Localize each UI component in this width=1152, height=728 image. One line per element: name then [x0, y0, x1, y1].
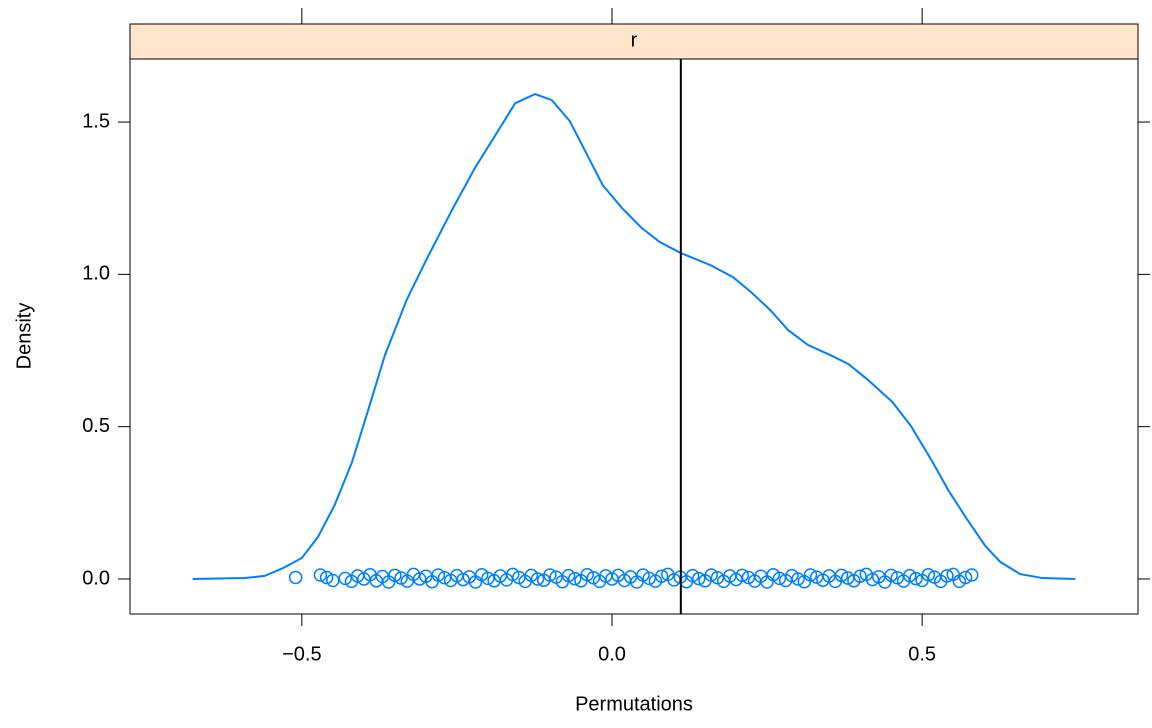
y-tick-label: 0.0	[82, 567, 110, 589]
y-tick-label: 1.5	[82, 110, 110, 132]
data-point	[704, 568, 718, 582]
strip	[129, 23, 1139, 60]
data-point	[791, 572, 805, 586]
data-point	[319, 570, 334, 585]
y-tick-label: 0.5	[82, 415, 110, 437]
data-point	[394, 571, 408, 585]
data-point	[505, 567, 520, 582]
data-point	[803, 568, 818, 582]
data-point	[530, 572, 545, 586]
data-point	[543, 568, 557, 582]
y-tick-label: 1.0	[82, 263, 110, 285]
data-point	[313, 568, 328, 582]
data-point	[654, 569, 669, 583]
y-axis-label: Density	[13, 303, 35, 370]
data-point	[431, 568, 446, 582]
data-point	[902, 568, 917, 583]
data-point	[685, 568, 700, 583]
data-point	[642, 571, 656, 586]
strip-label: r	[631, 29, 638, 51]
data-point	[568, 571, 582, 586]
data-point	[884, 568, 898, 583]
x-tick-label: 0.5	[908, 643, 936, 665]
density-curve	[192, 92, 1076, 580]
data-point	[921, 567, 936, 582]
data-point	[388, 568, 402, 583]
data-point	[772, 571, 787, 586]
data-point	[481, 571, 495, 586]
data-point	[735, 568, 749, 583]
data-point	[456, 572, 470, 587]
data-point	[865, 572, 880, 587]
x-tick-label: −0.5	[282, 643, 321, 665]
data-point	[692, 571, 706, 586]
data-point	[958, 570, 973, 585]
panel-frame	[129, 58, 1139, 615]
data-point	[940, 569, 954, 583]
data-point	[853, 569, 867, 583]
data-point	[965, 568, 979, 582]
data-point	[580, 567, 594, 582]
data-point	[561, 568, 576, 583]
data-point	[437, 571, 452, 585]
data-point	[834, 568, 849, 583]
data-point	[326, 573, 340, 588]
x-tick-label: 0.0	[598, 643, 626, 665]
data-point	[288, 570, 303, 585]
data-point	[909, 571, 923, 586]
data-point	[412, 572, 427, 586]
data-point	[338, 571, 352, 586]
x-axis-label: Permutations	[575, 693, 693, 715]
